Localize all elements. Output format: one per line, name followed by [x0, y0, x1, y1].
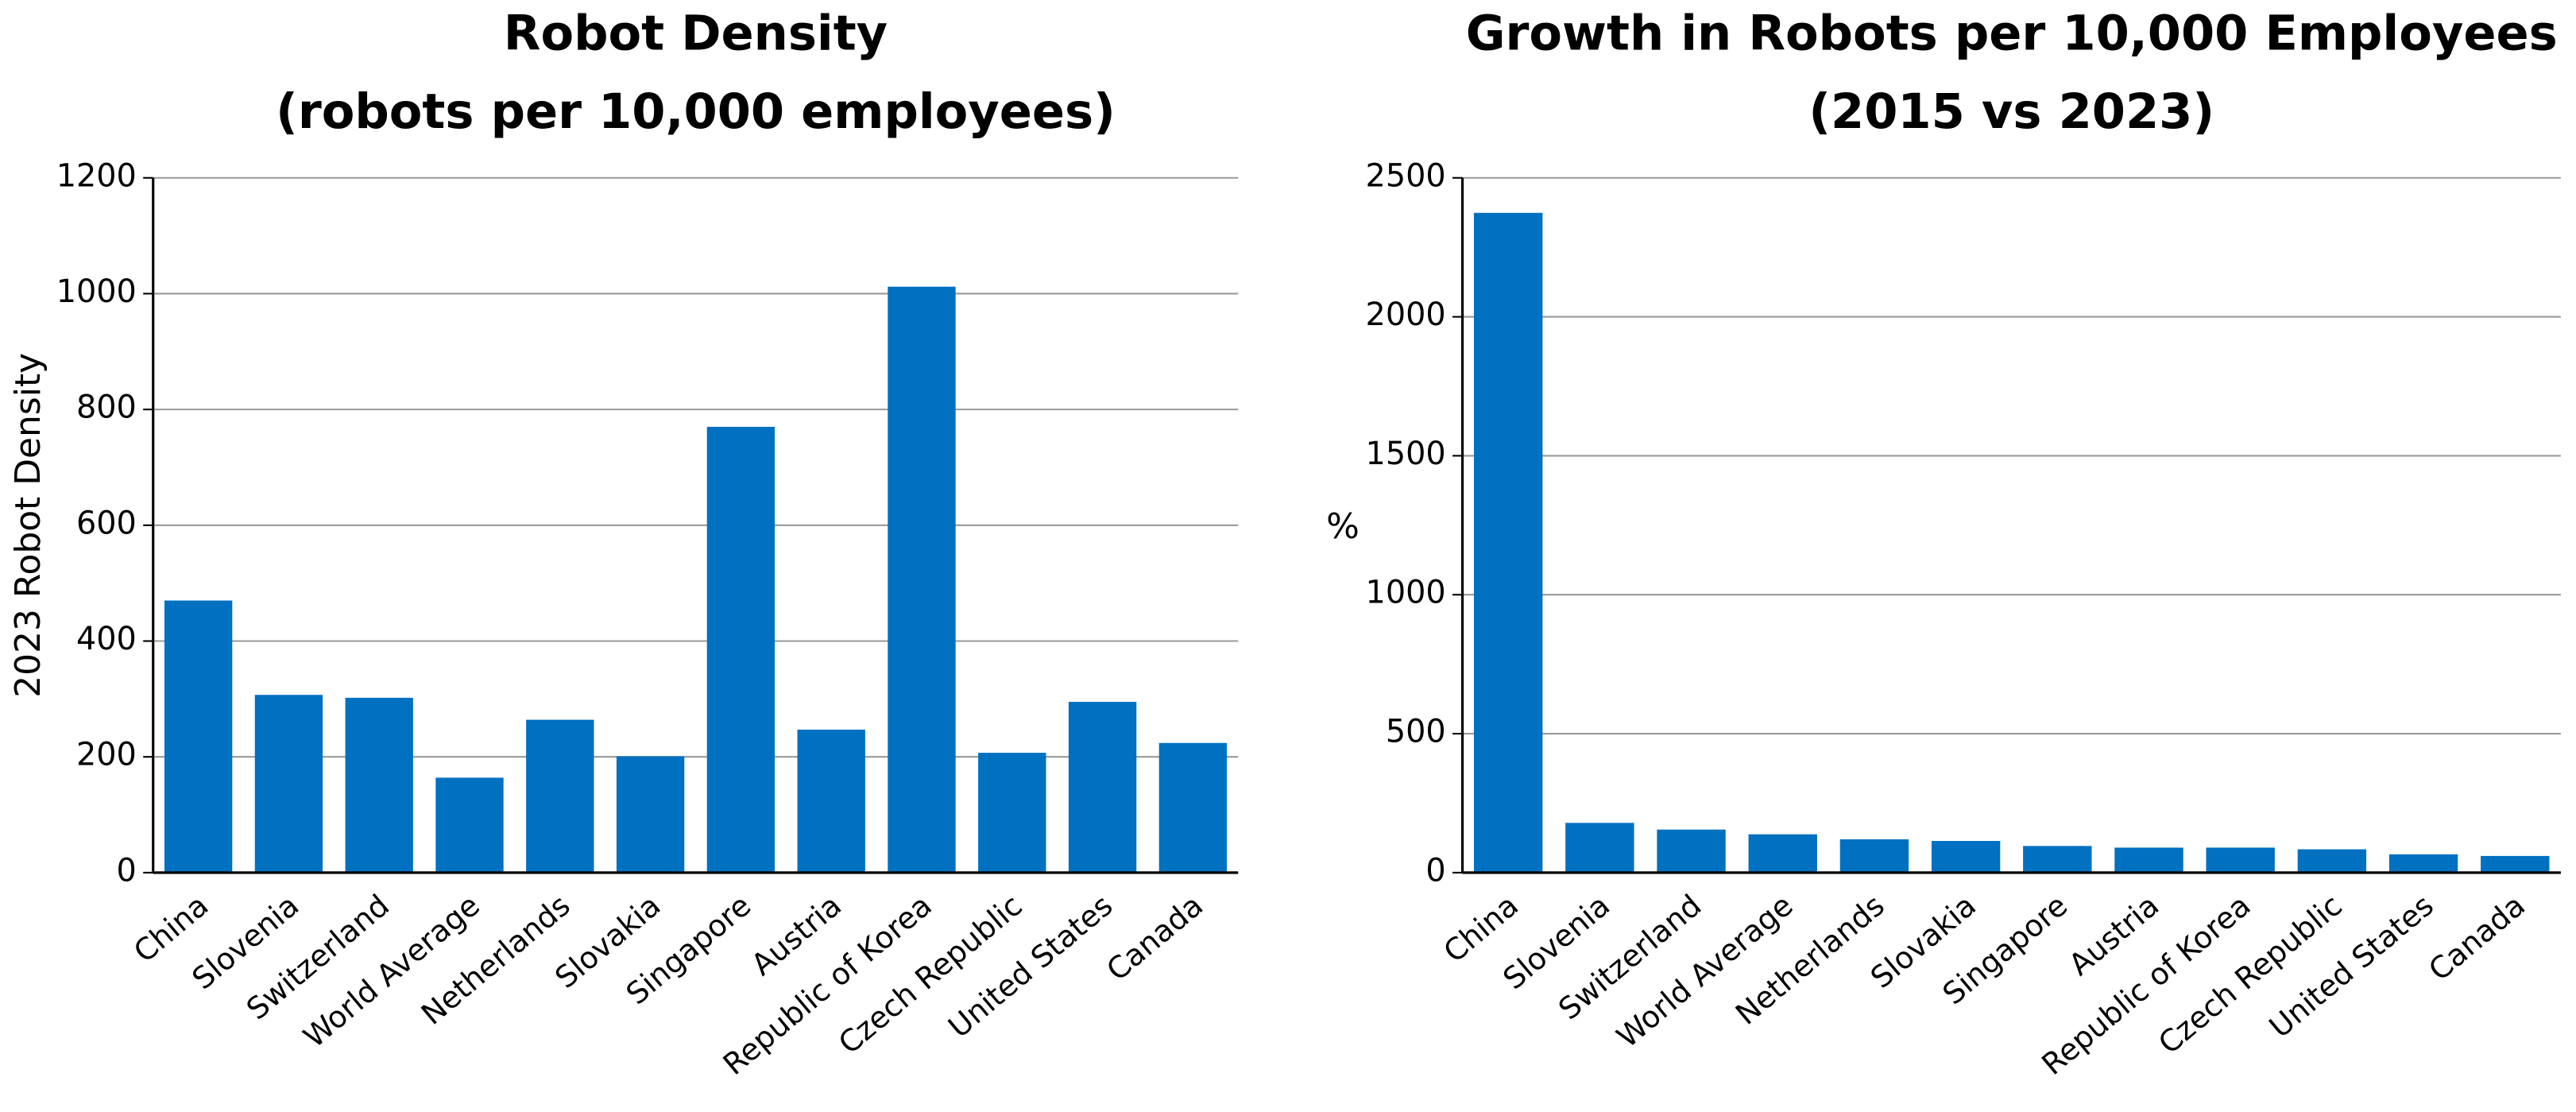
bar: [797, 729, 865, 873]
y-tick-label: 0: [117, 852, 137, 889]
bar: [1931, 841, 2001, 873]
bar: [526, 719, 594, 873]
y-tick-label: 500: [1386, 714, 1446, 750]
bar: [978, 753, 1046, 873]
bar: [164, 600, 233, 873]
bar: [1565, 823, 1634, 873]
bar: [2206, 847, 2275, 873]
bar: [2481, 855, 2550, 873]
chart-title: (robots per 10,000 employees): [276, 84, 1116, 140]
chart-title: Robot Density: [504, 6, 888, 62]
chart-title: (2015 vs 2023): [1808, 84, 2214, 140]
bar: [1839, 839, 1909, 873]
x-tick-label: Canada: [1100, 888, 1209, 988]
x-tick-label: United States: [942, 888, 1119, 1044]
y-tick-label: 400: [76, 621, 137, 657]
bar: [435, 777, 504, 873]
x-tick-label: United States: [2263, 888, 2440, 1044]
bar: [1473, 212, 1543, 873]
y-tick-label: 800: [76, 389, 137, 426]
bar: [2114, 847, 2183, 873]
bar: [1748, 834, 1817, 873]
bar: [2023, 846, 2092, 873]
y-tick-label: 1200: [56, 157, 137, 194]
bar: [1657, 829, 1726, 873]
bar: [706, 426, 776, 873]
y-tick-label: 1000: [1366, 575, 1446, 611]
y-axis-label: 2023 Robot Density: [8, 353, 48, 698]
y-tick-label: 1000: [56, 273, 137, 310]
y-tick-label: 200: [76, 737, 137, 773]
bar: [345, 697, 413, 873]
bar: [2388, 854, 2458, 873]
y-tick-label: 2000: [1366, 296, 1446, 333]
x-tick-label: Canada: [2422, 888, 2532, 988]
y-tick-label: 1500: [1366, 436, 1446, 472]
bar: [1158, 742, 1228, 873]
chart-title: Growth in Robots per 10,000 Employees: [1466, 6, 2558, 62]
y-tick-label: 0: [1425, 852, 1445, 889]
bar: [616, 756, 685, 873]
y-tick-label: 2500: [1366, 157, 1446, 194]
bar: [2297, 849, 2367, 873]
bar: [888, 286, 956, 873]
y-axis-label: %: [1326, 506, 1360, 547]
bar: [254, 695, 323, 873]
bar: [1068, 701, 1137, 873]
y-tick-label: 600: [76, 505, 137, 541]
